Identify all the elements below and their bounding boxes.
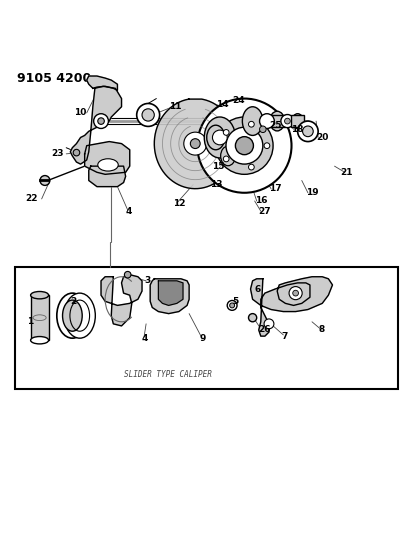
Polygon shape <box>251 277 332 336</box>
Text: 16: 16 <box>255 197 267 205</box>
Polygon shape <box>150 279 189 313</box>
Ellipse shape <box>64 293 95 338</box>
Polygon shape <box>101 274 142 326</box>
Circle shape <box>137 103 159 126</box>
Circle shape <box>302 126 313 136</box>
Circle shape <box>212 130 227 145</box>
Ellipse shape <box>292 114 303 128</box>
Text: 27: 27 <box>259 207 271 216</box>
Text: 21: 21 <box>341 168 353 177</box>
Circle shape <box>226 127 263 164</box>
Text: SLIDER TYPE CALIPER: SLIDER TYPE CALIPER <box>124 370 211 379</box>
Circle shape <box>197 99 291 193</box>
Circle shape <box>73 149 80 156</box>
Text: 1: 1 <box>27 317 33 326</box>
Polygon shape <box>89 166 126 187</box>
Circle shape <box>94 114 109 128</box>
Circle shape <box>190 139 200 149</box>
Circle shape <box>125 271 131 278</box>
Circle shape <box>264 143 270 149</box>
Polygon shape <box>154 99 236 189</box>
Circle shape <box>260 114 274 128</box>
Text: 20: 20 <box>316 133 328 142</box>
Circle shape <box>298 121 318 142</box>
Bar <box>30 295 48 340</box>
Text: 2: 2 <box>70 297 76 306</box>
Circle shape <box>289 287 302 300</box>
Text: 5: 5 <box>232 297 238 306</box>
Ellipse shape <box>62 300 82 331</box>
Text: 12: 12 <box>173 198 185 207</box>
Circle shape <box>293 290 298 296</box>
Text: 24: 24 <box>232 96 245 105</box>
Circle shape <box>223 156 229 162</box>
Text: 17: 17 <box>269 184 282 193</box>
Text: 6: 6 <box>255 285 261 294</box>
Ellipse shape <box>30 292 48 299</box>
Text: 15: 15 <box>212 161 224 171</box>
Text: 19: 19 <box>306 188 319 197</box>
Ellipse shape <box>57 293 88 338</box>
Circle shape <box>260 126 266 133</box>
Text: 13: 13 <box>210 180 222 189</box>
Circle shape <box>216 117 273 174</box>
Text: 18: 18 <box>291 125 304 134</box>
Circle shape <box>230 303 235 308</box>
Circle shape <box>227 301 237 310</box>
Text: 8: 8 <box>318 326 324 335</box>
Text: 25: 25 <box>269 120 282 130</box>
Circle shape <box>249 122 254 127</box>
Circle shape <box>98 118 104 124</box>
Circle shape <box>40 175 50 185</box>
Ellipse shape <box>242 107 263 135</box>
Circle shape <box>236 136 254 155</box>
Text: 7: 7 <box>281 332 288 341</box>
Text: 3: 3 <box>144 276 150 285</box>
Bar <box>291 115 304 127</box>
Polygon shape <box>70 86 122 164</box>
Text: 9105 4200: 9105 4200 <box>17 72 91 85</box>
Circle shape <box>264 319 274 329</box>
Polygon shape <box>87 76 118 91</box>
Ellipse shape <box>221 146 236 166</box>
Circle shape <box>284 118 290 124</box>
Text: 26: 26 <box>259 326 271 335</box>
Text: 11: 11 <box>169 102 181 111</box>
Text: 23: 23 <box>52 149 64 158</box>
Circle shape <box>249 164 254 170</box>
Circle shape <box>223 130 229 135</box>
Circle shape <box>142 109 154 121</box>
Polygon shape <box>85 142 130 174</box>
Bar <box>269 115 285 127</box>
Polygon shape <box>158 281 183 305</box>
Bar <box>15 266 398 390</box>
Ellipse shape <box>270 111 284 131</box>
Circle shape <box>249 313 257 322</box>
Ellipse shape <box>204 117 236 158</box>
Ellipse shape <box>207 125 225 150</box>
Text: 10: 10 <box>74 108 87 117</box>
Ellipse shape <box>98 159 118 171</box>
Text: 4: 4 <box>126 207 132 216</box>
Text: 14: 14 <box>216 100 229 109</box>
Text: 4: 4 <box>142 334 148 343</box>
Circle shape <box>281 115 294 127</box>
Text: 22: 22 <box>25 195 37 204</box>
Circle shape <box>184 132 207 155</box>
Ellipse shape <box>30 336 48 344</box>
Text: 9: 9 <box>199 334 206 343</box>
